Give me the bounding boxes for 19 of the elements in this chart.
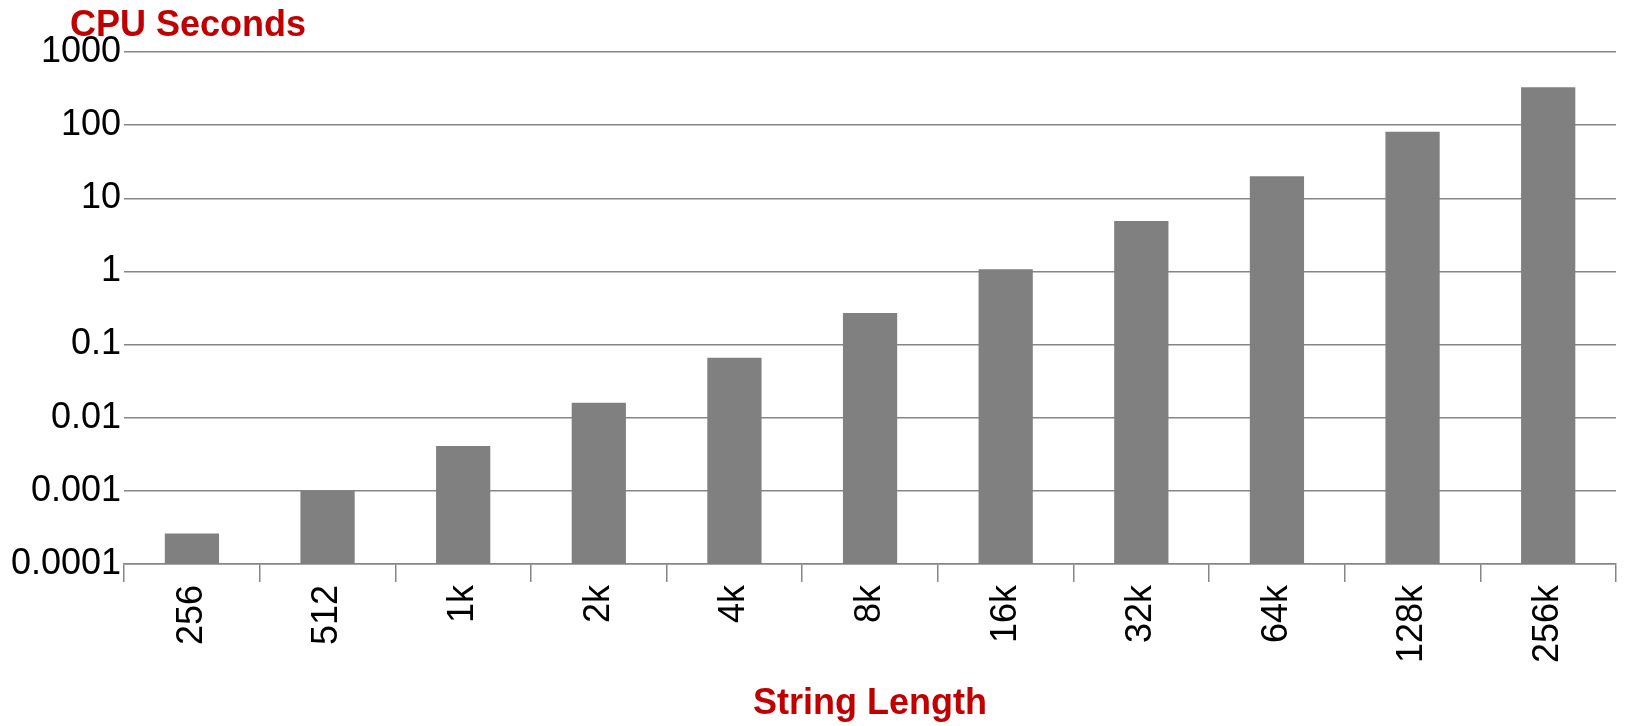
x-tick-label: 256k [1525, 583, 1567, 664]
x-tick-label: 128k [1389, 583, 1431, 664]
x-tick-label: 16k [982, 583, 1024, 643]
y-tick-label: 10 [81, 175, 122, 217]
x-tick-label: 32k [1118, 583, 1160, 643]
y-tick-label: 0.1 [71, 321, 122, 363]
x-axis-title: String Length [753, 680, 988, 722]
x-tick-label: 1k [440, 583, 482, 623]
x-tick-label: 64k [1253, 583, 1295, 643]
y-tick-label: 1 [101, 248, 122, 290]
x-tick-label: 2k [575, 583, 617, 623]
y-tick-label: 100 [61, 102, 122, 144]
x-tick-label: 4k [711, 583, 753, 623]
y-tick-label: 0.0001 [11, 540, 122, 582]
x-tick-label: 256 [168, 584, 210, 646]
y-tick-label: 0.01 [51, 394, 122, 436]
x-tick-label: 512 [304, 584, 346, 646]
y-tick-label: 0.001 [31, 467, 122, 509]
x-tick-label: 8k [846, 583, 888, 623]
